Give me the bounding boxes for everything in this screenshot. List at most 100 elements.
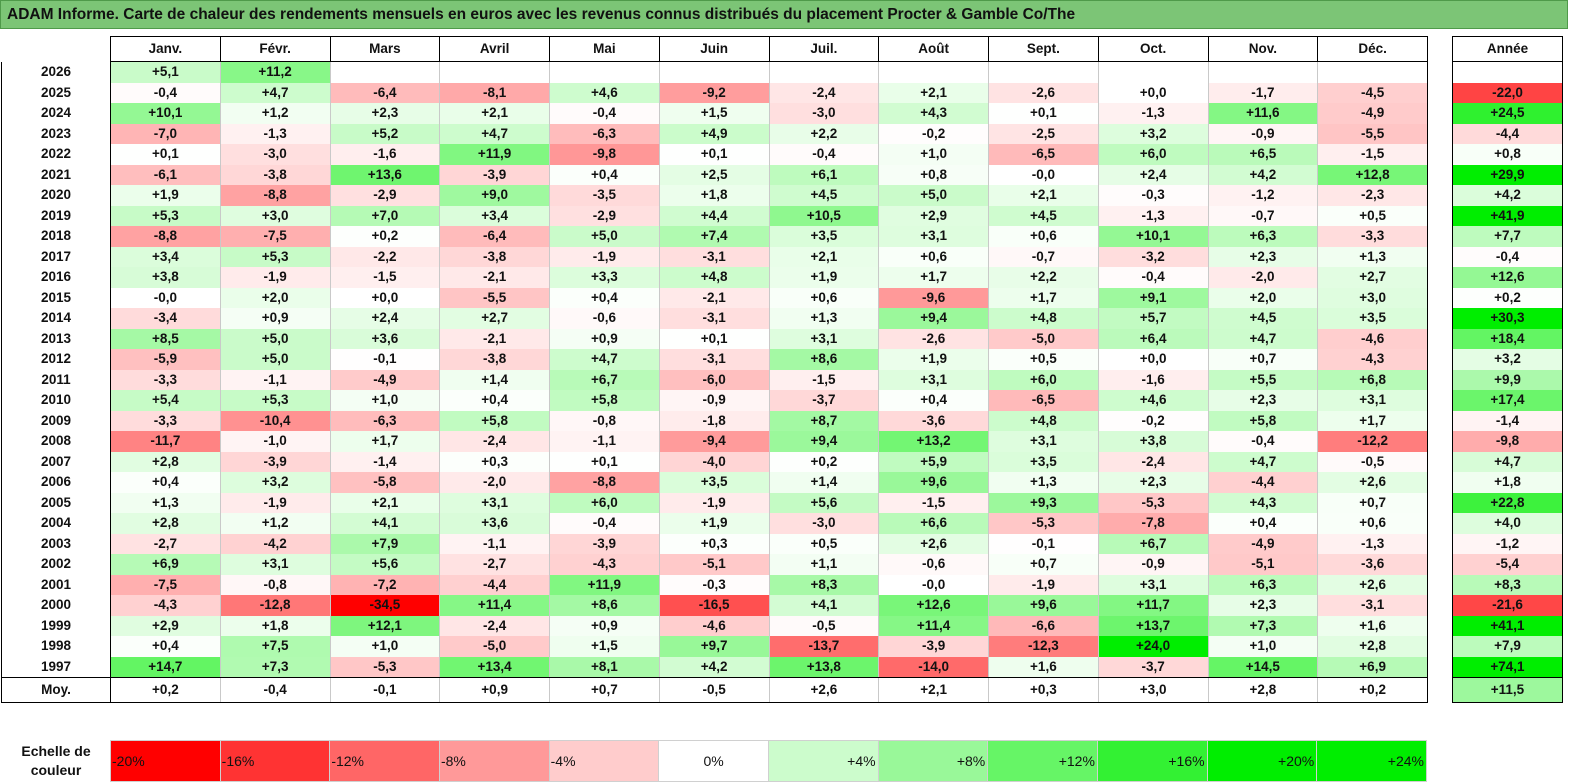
annual-cell: -21,6 (1452, 595, 1563, 616)
heatmap-cell: -3,3 (1317, 226, 1428, 247)
heatmap-cell: +11,2 (219, 61, 331, 83)
heatmap-cell: +0,4 (439, 390, 550, 411)
heatmap-cell: -3,1 (658, 349, 770, 370)
heatmap-cell: +4,7 (439, 123, 550, 144)
color-scale: -20% -16% -12% -8% -4% 0% +4% +8% +12% +16% +20% +2… (110, 740, 1427, 782)
year-label: 2018 (1, 226, 111, 247)
heatmap-cell: +0,2 (329, 226, 441, 247)
heatmap-cell: -1,9 (988, 574, 1099, 595)
heatmap-cell: +1,3 (768, 308, 880, 329)
heatmap-cell: -8,8 (219, 185, 331, 206)
heatmap-cell (1097, 61, 1209, 83)
heatmap-cell: -0,4 (768, 144, 880, 165)
year-label: 2025 (1, 82, 111, 103)
heatmap-cell: -7,5 (219, 226, 331, 247)
heatmap-cell: +1,0 (1207, 636, 1319, 657)
heatmap-cell: +8,5 (110, 328, 221, 349)
heatmap-cell (658, 61, 770, 83)
heatmap-cell: +5,3 (110, 205, 221, 226)
year-label: 2008 (1, 431, 111, 452)
year-row: 1997 +14,7 +7,3 -5,3 +13,4 +8,1 +4,2 +13,8 -14,0… (1, 656, 1428, 678)
heatmap-cell: -1,3 (1097, 205, 1209, 226)
month-header: Janv. (110, 36, 221, 62)
heatmap-cell: -4,6 (1317, 328, 1428, 349)
heatmap-cell: +1,1 (768, 554, 880, 575)
heatmap-cell: +4,4 (658, 205, 770, 226)
annual-row: -0,4 (1452, 246, 1563, 267)
heatmap-cell: +3,0 (219, 205, 331, 226)
annual-row: +12,6 (1452, 267, 1563, 288)
heatmap-cell: +0,0 (329, 287, 441, 308)
annual-cell: +17,4 (1452, 390, 1563, 411)
heatmap-cell: +6,7 (549, 369, 660, 390)
heatmap-cell: +5,3 (219, 246, 331, 267)
year-label: 1999 (1, 615, 111, 636)
heatmap-cell: +5,6 (329, 554, 441, 575)
heatmap-cell: -4,5 (1317, 82, 1428, 103)
heatmap-cell: -2,1 (658, 287, 770, 308)
heatmap-cell: -2,0 (1207, 267, 1319, 288)
year-label: 2015 (1, 287, 111, 308)
heatmap-cell: -9,6 (878, 287, 989, 308)
heatmap-cell: +1,5 (549, 636, 660, 657)
year-row: 1998 +0,4 +7,5 +1,0 -5,0 +1,5 +9,7 -13,7 -3,9 -12… (1, 636, 1428, 657)
heatmap-cell: +3,5 (1317, 308, 1428, 329)
heatmap-cell: +5,5 (1207, 369, 1319, 390)
annual-row: +24,5 (1452, 103, 1563, 124)
heatmap-cell: +0,0 (1097, 349, 1209, 370)
year-row: 2025 -0,4 +4,7 -6,4 -8,1 +4,6 -9,2 -2,4 +2,1 -2,6… (1, 82, 1428, 103)
heatmap-cell: +3,8 (110, 267, 221, 288)
average-cell: -0,4 (219, 677, 331, 703)
annual-cell: +7,7 (1452, 226, 1563, 247)
year-row: 2024 +10,1 +1,2 +2,3 +2,1 -0,4 +1,5 -3,0 +4,3 +0,… (1, 103, 1428, 124)
annual-cell: +8,3 (1452, 574, 1563, 595)
annual-row: +4,2 (1452, 185, 1563, 206)
heatmap-cell: -6,1 (110, 164, 221, 185)
heatmap-cell: -4,4 (1207, 472, 1319, 493)
heatmap-cell: +2,6 (1317, 472, 1428, 493)
year-label: 2026 (1, 61, 111, 83)
heatmap-cell: +12,8 (1317, 164, 1428, 185)
month-header: Févr. (219, 36, 331, 62)
annual-header: Année (1452, 36, 1563, 62)
heatmap-cell: -3,7 (768, 390, 880, 411)
heatmap-cell: +11,9 (549, 574, 660, 595)
heatmap-cell: -6,0 (658, 369, 770, 390)
heatmap-cell: -3,7 (1097, 656, 1209, 678)
color-scale-step: -8% (438, 740, 550, 782)
heatmap-cell: -7,0 (110, 123, 221, 144)
heatmap-cell: -12,3 (988, 636, 1099, 657)
heatmap-cell: -1,5 (768, 369, 880, 390)
heatmap-cell: +1,9 (110, 185, 221, 206)
heatmap-cell: +1,3 (110, 492, 221, 513)
year-row: 2020 +1,9 -8,8 -2,9 +9,0 -3,5 +1,8 +4,5 +5,0 +2,1… (1, 185, 1428, 206)
annual-cell: -22,0 (1452, 82, 1563, 103)
heatmap-cell: -0,9 (658, 390, 770, 411)
annual-row: +9,9 (1452, 369, 1563, 390)
heatmap-cell: +5,2 (329, 123, 441, 144)
heatmap-cell: +6,0 (549, 492, 660, 513)
year-label: 2004 (1, 513, 111, 534)
heatmap-cell: -6,6 (988, 615, 1099, 636)
heatmap-cell: +9,1 (1097, 287, 1209, 308)
heatmap-cell: -3,1 (658, 308, 770, 329)
heatmap-cell: +9,0 (439, 185, 550, 206)
heatmap-cell: +4,8 (658, 267, 770, 288)
heatmap-cell: -3,3 (110, 369, 221, 390)
heatmap-cell: -0,3 (658, 574, 770, 595)
heatmap-cell: +5,1 (110, 61, 221, 83)
annual-row: +30,3 (1452, 308, 1563, 329)
heatmap-cell: -0,6 (878, 554, 989, 575)
heatmap-cell: -1,3 (1317, 533, 1428, 554)
average-cell: +0,7 (549, 677, 660, 703)
heatmap-cell: +0,7 (988, 554, 1099, 575)
annual-body: Année -22,0 +24,5 -4,4 +0,8 +29,9 +4,2 +41,9 +7,… (1452, 36, 1563, 703)
heatmap-cell: +4,8 (988, 410, 1099, 431)
year-row: 2026 +5,1 +11,2 (1, 61, 1428, 83)
heatmap-cell: +1,4 (768, 472, 880, 493)
year-row: 2013 +8,5 +5,0 +3,6 -2,1 +0,9 +0,1 +3,1 -2,6 -5,0… (1, 328, 1428, 349)
year-row: 2010 +5,4 +5,3 +1,0 +0,4 +5,8 -0,9 -3,7 +0,4 -6,5… (1, 390, 1428, 411)
heatmap-cell: +0,1 (549, 451, 660, 472)
heatmap-cell: +4,8 (988, 308, 1099, 329)
heatmap-cell: +1,6 (988, 656, 1099, 678)
